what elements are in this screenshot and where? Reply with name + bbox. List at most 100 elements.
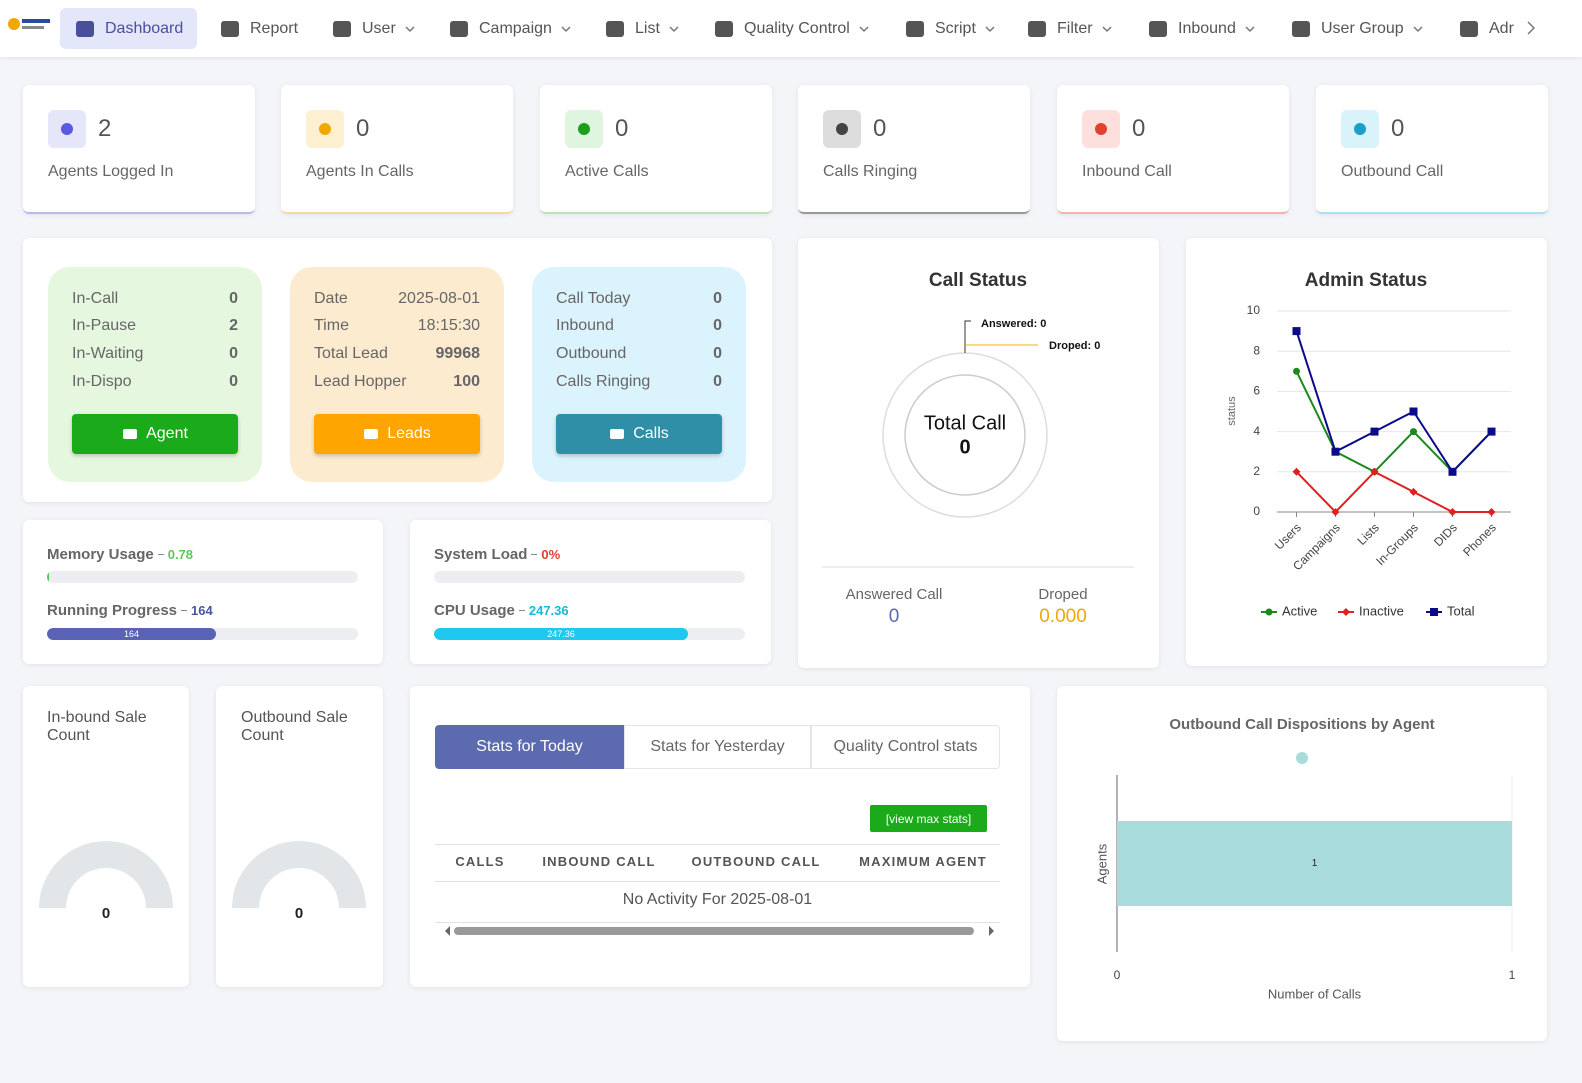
row-value: 0 — [229, 373, 238, 390]
legend-label: Total — [1447, 603, 1475, 618]
summary-card: In-Call 0 In-Pause 2 In-Waiting 0 In-Dispo 0 Age… — [23, 238, 772, 502]
nav-icon — [1028, 20, 1046, 37]
progress-track: 164 — [47, 628, 358, 640]
icon-shape — [450, 20, 468, 37]
usage-card: System Load 0% CPU Usage 247.36 247.36 — [410, 520, 771, 664]
column-header: CALLS — [455, 854, 505, 869]
nav-item[interactable]: Script — [890, 8, 1009, 49]
stat-card: 0 Active Calls — [540, 85, 772, 214]
panel-row: In-Dispo 0 — [72, 373, 238, 391]
chevron — [1413, 25, 1423, 32]
nav-item[interactable]: Campaign — [434, 8, 585, 49]
row-value: 18:15:30 — [417, 317, 480, 334]
stat-icon — [1341, 110, 1379, 148]
progress-track — [434, 571, 745, 583]
icon-shape — [1028, 20, 1046, 37]
nav-icon — [76, 20, 94, 37]
y-tick-label: 4 — [1253, 424, 1260, 438]
icon-shape — [906, 20, 924, 37]
progress-fill: 247.36 — [434, 628, 688, 640]
tab[interactable]: Stats for Today — [435, 725, 624, 769]
row-label: In-Waiting — [72, 345, 144, 362]
data-point — [1331, 447, 1340, 456]
top-nav: Dashboard Report User Campaign List Quality C… — [0, 0, 1582, 57]
icon-shape — [319, 123, 331, 135]
panel-button[interactable]: Calls — [556, 414, 722, 454]
icon-shape — [715, 20, 733, 37]
data-point — [1448, 467, 1457, 476]
icon-shape — [76, 20, 94, 37]
scrollbar[interactable] — [435, 922, 1000, 940]
icon-glyph — [1354, 123, 1366, 135]
data-point — [1293, 367, 1300, 375]
icon-glyph — [1095, 123, 1107, 135]
center-value: 0 — [959, 436, 970, 458]
data-point — [1331, 508, 1340, 516]
agent-panel: In-Call 0 In-Pause 2 In-Waiting 0 In-Dispo 0 Age… — [48, 267, 262, 482]
nav-scroll-arrow[interactable] — [1526, 21, 1536, 35]
panel-row: Date 2025-08-01 — [314, 290, 480, 308]
view-max-stats-button[interactable]: [view max stats] — [870, 805, 987, 832]
nav-icon — [906, 20, 924, 37]
usage-line: CPU Usage 247.36 — [434, 602, 569, 619]
icon-shape — [1460, 20, 1478, 37]
data-point — [1487, 427, 1496, 436]
nav-item[interactable]: List — [590, 8, 693, 49]
nav-label: Dashboard — [105, 19, 184, 37]
panel-button[interactable]: Leads — [314, 414, 480, 454]
nav-item[interactable]: Filter — [1012, 8, 1126, 49]
callout-label: Droped: 0 — [1049, 340, 1100, 352]
chevron-line — [1527, 21, 1536, 35]
data-point — [1409, 407, 1418, 416]
divider — [435, 844, 1000, 845]
stat-card: 0 Inbound Call — [1057, 85, 1289, 214]
nav-item[interactable]: User — [317, 8, 429, 49]
nav-item[interactable]: Dashboard — [60, 8, 198, 49]
y-tick-label: 0 — [1253, 504, 1260, 518]
x-tick-label: In-Groups — [1373, 520, 1421, 568]
icon-glyph — [61, 123, 73, 135]
nav-item[interactable]: Report — [205, 8, 312, 49]
tab[interactable]: Quality Control stats — [811, 725, 1000, 769]
panel-row: In-Waiting 0 — [72, 345, 238, 363]
data-point — [1409, 487, 1418, 496]
droped-value: 0.000 — [1039, 606, 1087, 627]
gauge-value: 0 — [295, 905, 303, 922]
stat-card: 0 Agents In Calls — [281, 85, 513, 214]
usage-label: CPU Usage — [434, 602, 515, 619]
row-label: Calls Ringing — [556, 373, 651, 390]
nav-icon — [1460, 20, 1478, 37]
droped-label: Droped — [1038, 586, 1087, 603]
chevron — [1245, 25, 1255, 32]
stat-value: 0 — [1391, 115, 1405, 142]
panel-button[interactable]: Agent — [72, 414, 238, 454]
nav-item[interactable]: User Group — [1276, 8, 1437, 49]
nav-item[interactable]: Quality Control — [699, 8, 883, 49]
chart-title: Call Status — [929, 270, 1027, 291]
nav-icon — [606, 20, 624, 37]
stat-value: 0 — [1132, 115, 1146, 142]
callout-label: Answered: 0 — [981, 318, 1046, 330]
button-label: Calls — [633, 425, 669, 442]
nav-label: Script — [935, 19, 976, 37]
callout-line — [964, 320, 971, 353]
nav-item[interactable]: Adr — [1444, 8, 1528, 49]
nav-item[interactable]: Inbound — [1133, 8, 1269, 49]
nav-label: Quality Control — [744, 19, 850, 37]
icon-shape — [333, 20, 351, 37]
stat-label: Inbound Call — [1082, 163, 1172, 180]
x-axis-label: Number of Calls — [1268, 986, 1362, 1001]
stat-icon — [565, 110, 603, 148]
button-icon — [364, 429, 379, 439]
stat-label: Outbound Call — [1341, 163, 1444, 180]
stat-icon — [48, 110, 86, 148]
chevron-line — [1102, 25, 1112, 32]
chevron — [669, 25, 679, 32]
row-value: 0 — [713, 345, 722, 362]
call-status-chart: Call Status Answered: 0 Droped: 0 Total … — [822, 270, 1134, 627]
chevron-line — [405, 25, 415, 32]
chevron — [1102, 25, 1112, 32]
data-point — [1292, 327, 1301, 336]
tab[interactable]: Stats for Yesterday — [624, 725, 811, 769]
